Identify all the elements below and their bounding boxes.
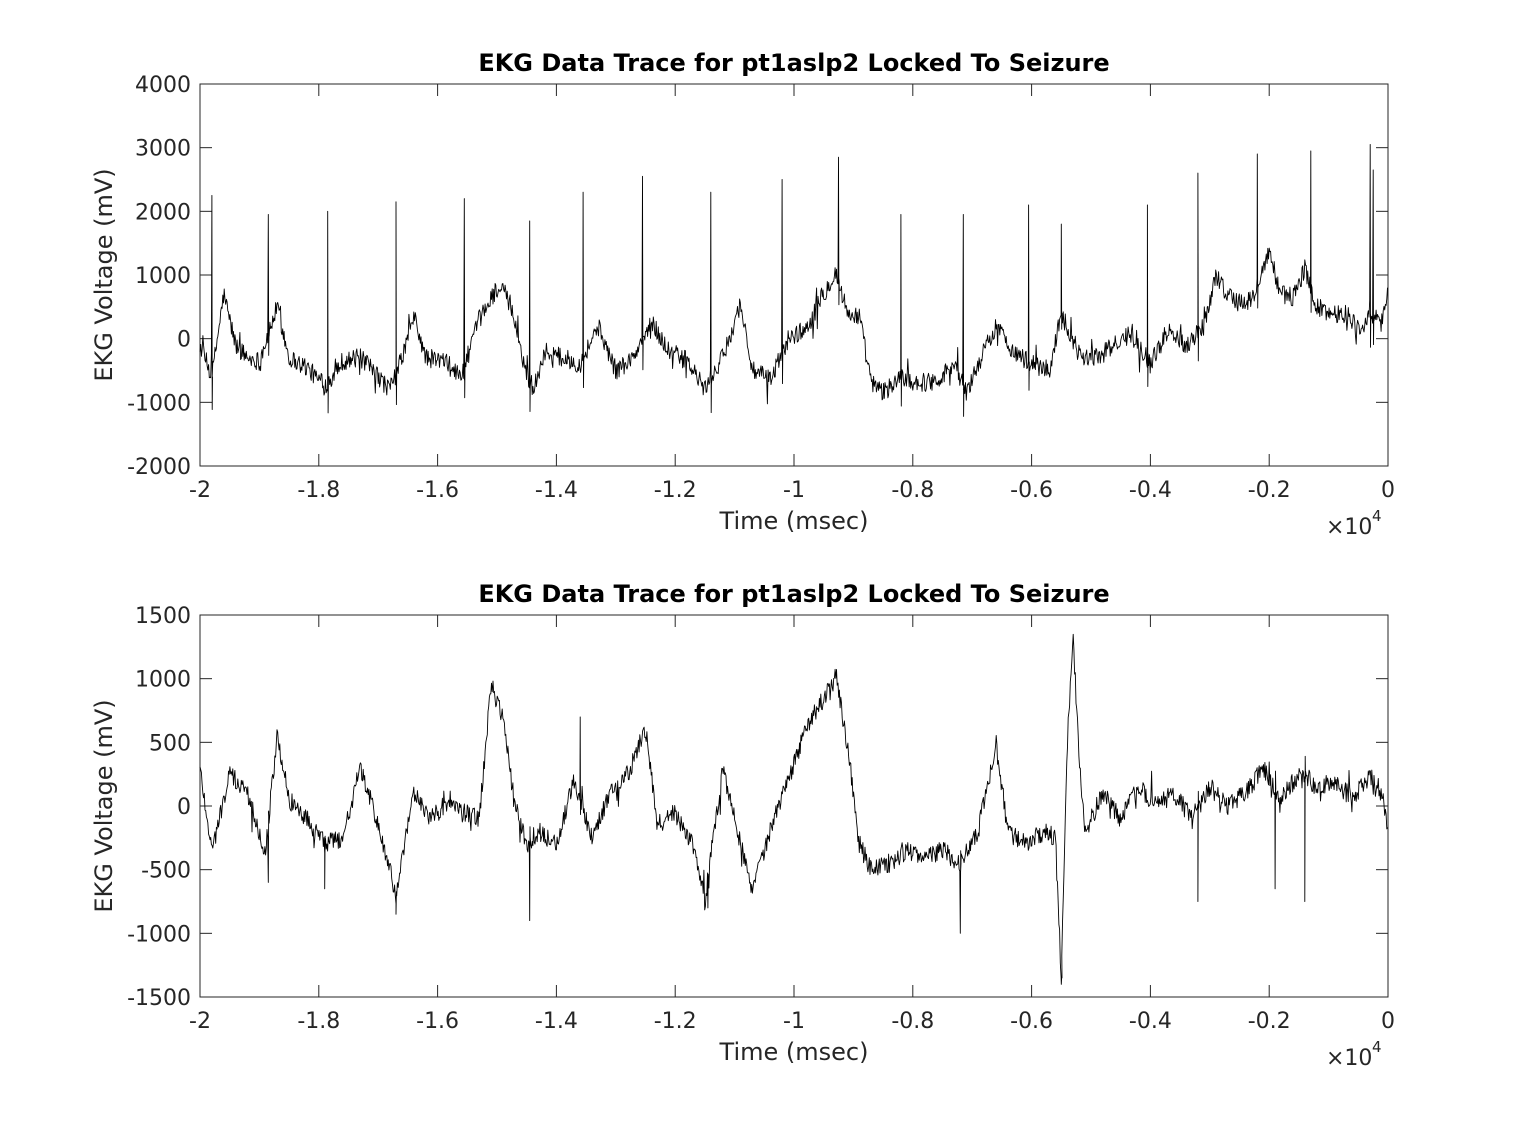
top-axes-box — [199, 83, 1389, 467]
top-x-tick-label: 0 — [1381, 478, 1395, 503]
bottom-x-tick-label: -1.8 — [297, 1009, 340, 1034]
bottom-ticks: -2 -1.8 -1.6 -1.4 -1.2 -1 -0.8 -0.6 -0.4 -0.2 0 -15… — [127, 604, 1395, 1034]
top-trace — [199, 144, 1388, 417]
bottom-trace — [199, 633, 1388, 985]
bottom-x-tick-label: -0.4 — [1129, 1009, 1172, 1034]
top-y-tick-label: 0 — [177, 328, 191, 353]
top-subplot: -2 -1.8 -1.6 -1.4 -1.2 -1 -0.8 -0.6 -0.4 -0.2 0 -20… — [90, 49, 1395, 540]
bottom-y-tick-label: -1500 — [127, 986, 191, 1011]
top-x-tick-label: -1.6 — [416, 478, 459, 503]
top-y-tick-label: 4000 — [135, 73, 191, 98]
top-chart-title: EKG Data Trace for pt1aslp2 Locked To Se… — [478, 49, 1109, 77]
bottom-x-tick-label: -0.8 — [891, 1009, 934, 1034]
bottom-x-exponent-power: 4 — [1372, 1038, 1382, 1056]
top-x-tick-label: -1.8 — [297, 478, 340, 503]
bottom-y-axis-label: EKG Voltage (mV) — [90, 699, 118, 912]
bottom-x-tick-label: -1 — [783, 1009, 805, 1034]
bottom-y-tick-label: 1500 — [135, 604, 191, 629]
top-ticks: -2 -1.8 -1.6 -1.4 -1.2 -1 -0.8 -0.6 -0.4 -0.2 0 -20… — [127, 73, 1395, 503]
bottom-x-tick-label: -1.4 — [535, 1009, 578, 1034]
top-x-tick-label: -0.4 — [1129, 478, 1172, 503]
bottom-x-axis-label: Time (msec) — [719, 1038, 869, 1066]
top-y-tick-label: 1000 — [135, 264, 191, 289]
top-y-tick-label: 2000 — [135, 200, 191, 225]
bottom-x-tick-label: -2 — [189, 1009, 211, 1034]
top-x-tick-label: -0.6 — [1010, 478, 1053, 503]
bottom-x-tick-label: -1.6 — [416, 1009, 459, 1034]
bottom-ekg-trace-line — [199, 633, 1388, 985]
top-x-tick-label: -1.2 — [654, 478, 697, 503]
bottom-y-tick-label: -500 — [141, 859, 191, 884]
bottom-axes-box — [199, 614, 1389, 998]
bottom-x-exponent-label: ×10 — [1326, 1046, 1372, 1071]
top-x-exponent-label: ×10 — [1326, 515, 1372, 540]
bottom-chart-title: EKG Data Trace for pt1aslp2 Locked To Se… — [478, 580, 1109, 608]
top-y-tick-label: -2000 — [127, 455, 191, 480]
bottom-x-tick-label: -0.2 — [1248, 1009, 1291, 1034]
bottom-y-tick-label: 1000 — [135, 668, 191, 693]
top-x-tick-label: -1 — [783, 478, 805, 503]
top-x-exponent-power: 4 — [1372, 507, 1382, 525]
top-y-axis-label: EKG Voltage (mV) — [90, 168, 118, 381]
top-y-tick-label: -1000 — [127, 391, 191, 416]
top-ekg-trace-line — [199, 144, 1388, 417]
bottom-y-tick-label: 0 — [177, 795, 191, 820]
bottom-x-tick-label: 0 — [1381, 1009, 1395, 1034]
top-x-axis-label: Time (msec) — [719, 507, 869, 535]
top-y-tick-label: 3000 — [135, 137, 191, 162]
bottom-y-tick-label: -1000 — [127, 922, 191, 947]
bottom-subplot: -2 -1.8 -1.6 -1.4 -1.2 -1 -0.8 -0.6 -0.4 -0.2 0 -15… — [90, 580, 1395, 1071]
top-x-tick-label: -2 — [189, 478, 211, 503]
bottom-x-tick-label: -1.2 — [654, 1009, 697, 1034]
bottom-x-tick-label: -0.6 — [1010, 1009, 1053, 1034]
top-x-tick-label: -1.4 — [535, 478, 578, 503]
bottom-y-tick-label: 500 — [149, 731, 191, 756]
top-x-tick-label: -0.8 — [891, 478, 934, 503]
top-x-tick-label: -0.2 — [1248, 478, 1291, 503]
